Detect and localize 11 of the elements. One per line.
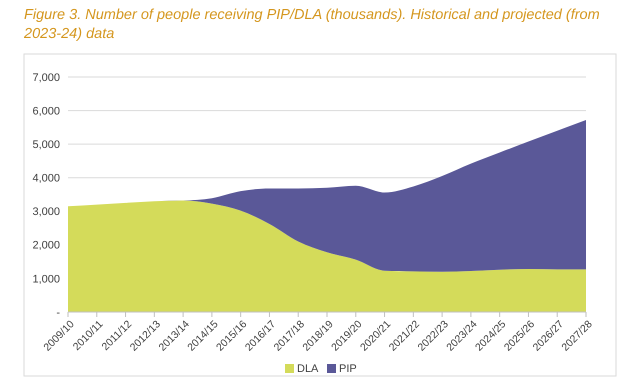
y-tick-label: 6,000 (32, 105, 60, 118)
y-tick-label: 3,000 (32, 206, 60, 218)
legend-label: PIP (339, 363, 357, 375)
y-tick-label: 7,000 (32, 72, 60, 84)
y-tick-label: 1,000 (32, 273, 60, 286)
y-tick-label: 5,000 (32, 138, 60, 151)
chart-title: Figure 3. Number of people receiving PIP/DLA (thousands). Historical and projected (from 2023-24) data (23, 7, 600, 42)
y-tick-label: - (56, 306, 60, 319)
legend-label: DLA (297, 363, 320, 375)
y-tick-label: 4,000 (32, 172, 60, 185)
y-tick-label: 2,000 (32, 240, 60, 252)
